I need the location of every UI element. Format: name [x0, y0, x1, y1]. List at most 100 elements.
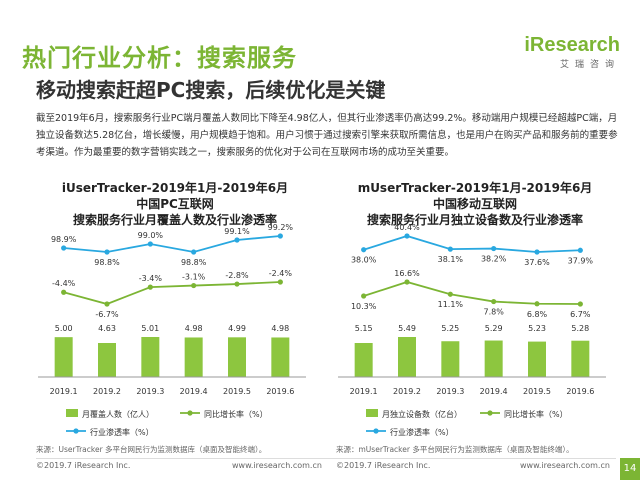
- mobile-x-tick: 2019.2: [393, 387, 421, 396]
- pc-penetration-label: 98.8%: [181, 258, 207, 267]
- chart-right-title-line2: 中国移动互联网: [432, 197, 517, 211]
- pc-bar: [54, 337, 73, 377]
- pc-legend-growth-label: 同比增长率（%）: [204, 409, 268, 419]
- pc-bar-label: 5.00: [55, 324, 73, 333]
- mobile-growth-label: 6.7%: [570, 310, 591, 319]
- mobile-bar-label: 5.23: [528, 324, 546, 333]
- pc-penetration-line: [63, 235, 281, 253]
- mobile-penetration-label: 40.4%: [394, 223, 420, 232]
- pc-penetration-label: 98.8%: [94, 258, 120, 267]
- footer-divider: [36, 458, 616, 459]
- pc-legend-bar-label: 月覆盖人数（亿人）: [82, 409, 154, 419]
- chart-right-source: 来源：mUserTracker 多平台网民行为监测数据库（桌面及智能终端）。: [336, 445, 574, 454]
- pc-bar-label: 5.01: [141, 324, 159, 333]
- pc-penetration-label: 99.2%: [268, 223, 294, 232]
- pc-x-tick: 2019.6: [266, 387, 294, 396]
- mobile-bar: [484, 340, 503, 377]
- pc-growth-point: [104, 301, 110, 307]
- pc-growth-line: [63, 281, 281, 305]
- footer-right-copyright: ©2019.7 iResearch Inc.: [336, 461, 431, 470]
- mobile-x-tick: 2019.3: [436, 387, 464, 396]
- pc-x-tick: 2019.3: [136, 387, 164, 396]
- pc-bar-label: 4.63: [98, 324, 116, 333]
- pc-bar: [184, 337, 203, 377]
- mobile-legend-penetration-marker: [373, 428, 379, 434]
- mobile-x-tick: 2019.5: [523, 387, 551, 396]
- pc-penetration-point: [191, 249, 197, 255]
- pc-legend-penetration-marker: [73, 428, 79, 434]
- pc-legend-penetration-label: 行业渗透率（%）: [90, 427, 154, 437]
- mobile-bar: [441, 341, 460, 377]
- pc-growth-label: -4.4%: [52, 279, 76, 288]
- pc-penetration-point: [61, 245, 67, 251]
- mobile-bar-label: 5.28: [571, 324, 589, 333]
- pc-penetration-point: [234, 237, 240, 243]
- pc-bar: [141, 337, 160, 377]
- pc-penetration-label: 99.1%: [224, 227, 250, 236]
- mobile-x-tick: 2019.1: [350, 387, 378, 396]
- mobile-penetration-label: 37.6%: [524, 258, 550, 267]
- chart-left-title: iUserTracker-2019年1月-2019年6月 中国PC互联网 搜索服…: [40, 180, 310, 228]
- pc-bar-label: 4.98: [271, 324, 289, 333]
- mobile-penetration-point: [404, 233, 410, 239]
- mobile-penetration-point: [577, 247, 583, 253]
- pc-bar: [98, 343, 116, 377]
- mobile-bar: [571, 340, 590, 377]
- chart-pc-search: 5.00 4.63 5.01 4.98 4.99 4.98 2019.1 2019.2 2019…: [38, 223, 306, 437]
- mobile-bar: [528, 341, 546, 377]
- footer-left-copyright: ©2019.7 iResearch Inc.: [36, 461, 131, 470]
- chart-right-title-line1: mUserTracker-2019年1月-2019年6月: [357, 181, 593, 195]
- mobile-penetration-point: [361, 247, 367, 253]
- mobile-penetration-label: 38.2%: [481, 255, 507, 264]
- mobile-growth-point: [491, 298, 497, 305]
- mobile-bar: [398, 337, 416, 377]
- mobile-penetration-label: 37.9%: [568, 256, 594, 265]
- mobile-legend-penetration-label: 行业渗透率（%）: [390, 427, 454, 437]
- chart-left-source: 来源：UserTracker 多平台网民行为监测数据库（桌面及智能终端）。: [36, 445, 267, 454]
- mobile-x-tick: 2019.6: [566, 387, 594, 396]
- pc-penetration-point: [147, 241, 153, 247]
- chart-right-title: mUserTracker-2019年1月-2019年6月 中国移动互联网 搜索服…: [340, 180, 610, 228]
- mobile-penetration-point: [491, 245, 497, 252]
- pc-growth-point: [191, 282, 197, 289]
- mobile-growth-point: [447, 291, 453, 297]
- mobile-growth-label: 16.6%: [394, 269, 420, 278]
- pc-bar-label: 4.99: [228, 324, 246, 333]
- mobile-penetration-point: [447, 246, 453, 252]
- mobile-penetration-label: 38.0%: [351, 256, 377, 265]
- mobile-growth-point: [534, 301, 540, 307]
- mobile-bar-label: 5.25: [441, 324, 459, 333]
- mobile-penetration-line: [363, 235, 581, 253]
- iresearch-logo: iResearch 艾瑞咨询: [524, 34, 620, 70]
- mobile-growth-point: [361, 293, 367, 299]
- pc-growth-label: -3.4%: [139, 274, 163, 283]
- mobile-legend-bar-swatch: [366, 409, 378, 417]
- mobile-legend-bar-label: 月独立设备数（亿台）: [382, 409, 462, 419]
- pc-bar-label: 4.98: [185, 324, 203, 333]
- page-title: 热门行业分析：搜索服务: [22, 44, 297, 72]
- pc-growth-point: [147, 284, 153, 290]
- pc-growth-label: -6.7%: [95, 310, 119, 319]
- mobile-growth-label: 7.8%: [484, 308, 505, 317]
- logo-main: iResearch: [524, 34, 620, 56]
- mobile-growth-label: 6.8%: [527, 310, 548, 319]
- pc-x-tick: 2019.1: [50, 387, 78, 396]
- mobile-bar: [354, 343, 373, 377]
- chart-left-title-line3: 搜索服务行业月覆盖人数及行业渗透率: [72, 213, 277, 227]
- mobile-bar-label: 5.15: [355, 324, 373, 333]
- mobile-growth-label: 10.3%: [351, 302, 377, 311]
- pc-legend-bar-swatch: [66, 409, 78, 417]
- mobile-growth-label: 11.1%: [438, 300, 464, 309]
- pc-growth-label: -2.4%: [269, 269, 293, 278]
- description-paragraph: 截至2019年6月，搜索服务行业PC端月覆盖人数同比下降至4.98亿人，但其行业…: [36, 113, 618, 158]
- pc-growth-label: -2.8%: [225, 271, 249, 280]
- pc-legend-growth-marker: [187, 410, 193, 416]
- pc-penetration-point: [277, 233, 283, 239]
- mobile-legend-growth-marker: [487, 410, 493, 416]
- pc-x-tick: 2019.2: [93, 387, 121, 396]
- footer-left-url: www.iresearch.com.cn: [232, 461, 322, 470]
- page-number: 14: [620, 458, 640, 480]
- pc-growth-point: [61, 289, 67, 295]
- chart-mobile-search: 5.15 5.49 5.25 5.29 5.23 5.28 2019.1 2019.2 2019…: [338, 223, 606, 437]
- footer-right-url: www.iresearch.com.cn: [520, 461, 610, 470]
